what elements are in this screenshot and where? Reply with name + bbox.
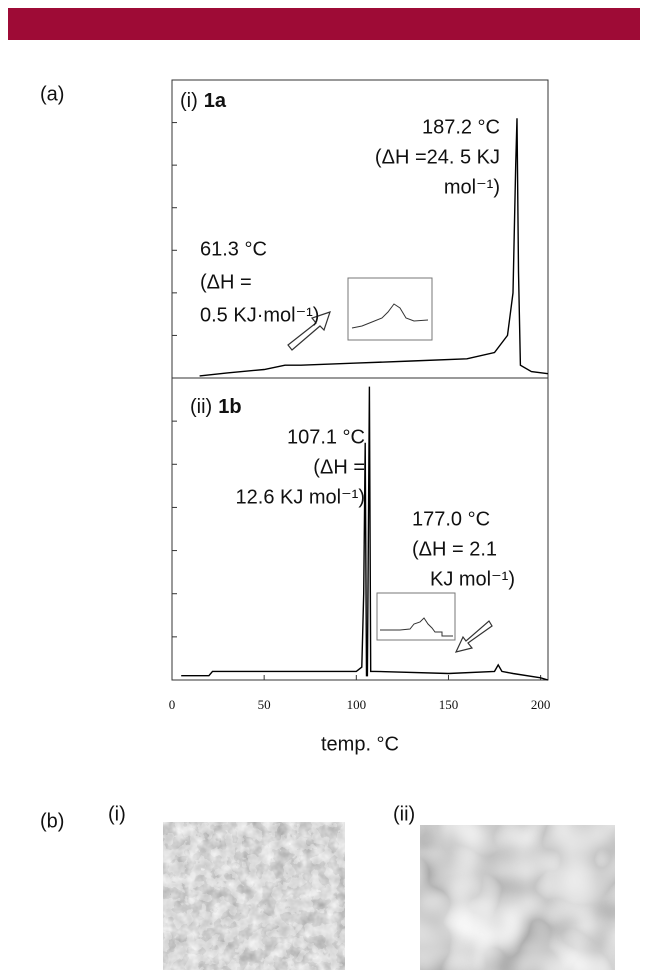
page: {"panel_a_label": "(a)", "chart_data": [… [0, 0, 649, 973]
annotation: 61.3 °C [200, 238, 267, 260]
annotation: KJ mol⁻¹) [430, 568, 515, 590]
inset [377, 593, 455, 640]
annotation: 0.5 KJ·mol⁻¹) [200, 304, 319, 326]
annotation: 12.6 KJ mol⁻¹) [236, 486, 365, 508]
panel-number: (i) [180, 90, 198, 112]
panel-label: (a) [40, 83, 64, 105]
compound-label: 1b [218, 396, 241, 418]
annotation: mol⁻¹) [444, 176, 500, 198]
panel-title: (i) 1a [180, 90, 227, 112]
panel-label: (b) [40, 810, 64, 832]
micrograph [163, 822, 345, 970]
compound-label: 1a [204, 90, 227, 112]
image-label: (i) [108, 803, 126, 825]
annotation: (ΔH = 2.1 [412, 538, 497, 560]
figure: (a) (b) (i) (ii) (i) 1a 61.3 °C (ΔH = 0.5 KJ… [0, 0, 649, 973]
image-label: (ii) [393, 803, 415, 825]
annotation: (ΔH = [313, 456, 365, 478]
annotation: (ΔH = [200, 271, 252, 293]
x-tick-label: 0 [169, 697, 176, 712]
x-axis-label: temp. °C [321, 733, 399, 755]
header-bar [8, 8, 640, 40]
x-tick-label: 50 [258, 697, 271, 712]
micrograph [420, 825, 615, 970]
annotation: 107.1 °C [287, 426, 365, 448]
panel-title: (ii) 1b [190, 396, 242, 418]
x-tick-label: 100 [347, 697, 367, 712]
arrow [456, 621, 492, 652]
x-tick-label: 150 [439, 697, 459, 712]
x-tick-label: 200 [531, 697, 551, 712]
panel-number: (ii) [190, 396, 212, 418]
annotation: (ΔH =24. 5 KJ [375, 146, 500, 168]
inset [348, 278, 432, 340]
annotation: 187.2 °C [422, 116, 500, 138]
annotation: 177.0 °C [412, 508, 490, 530]
